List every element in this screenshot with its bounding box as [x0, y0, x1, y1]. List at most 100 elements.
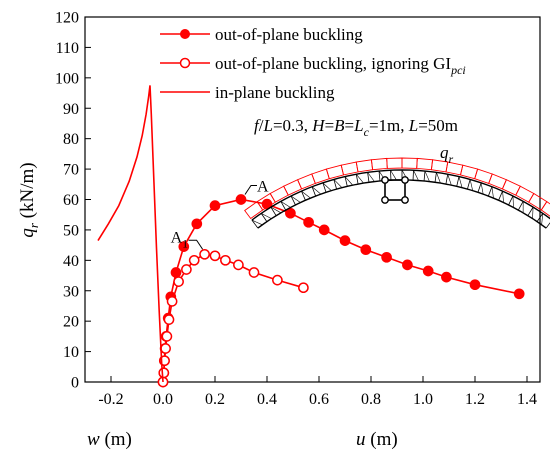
legend-entry-out-of-plane: out-of-plane buckling: [160, 25, 363, 44]
series-line: [162, 198, 520, 383]
data-point: [161, 331, 173, 342]
data-point: [339, 235, 351, 246]
arch-vertical: [280, 201, 287, 211]
arch-vertical: [456, 176, 460, 187]
series-line: [97, 85, 164, 383]
x-tick-label: -0.2: [98, 391, 123, 408]
annotation-a: A: [257, 179, 269, 196]
y-tick-label: 80: [63, 131, 79, 148]
arch-diagonal: [447, 174, 452, 186]
arch-diagonal: [280, 201, 291, 208]
x-tick-label: 0.4: [257, 391, 277, 408]
arch-diagonal: [413, 170, 419, 181]
data-point: [248, 267, 260, 278]
data-point: [272, 274, 283, 286]
arch-vertical: [477, 182, 482, 193]
data-point: [220, 254, 231, 266]
load-block: [244, 200, 264, 220]
series-2: [97, 85, 164, 383]
data-point: [318, 224, 330, 236]
arch-vertical: [517, 201, 524, 211]
y-tick-label: 90: [63, 101, 79, 118]
arch-vertical: [301, 190, 306, 201]
arch-diagonal: [390, 170, 397, 181]
data-point: [298, 282, 309, 294]
arch-vertical: [434, 172, 437, 183]
data-point: [209, 200, 221, 211]
load-block: [528, 192, 548, 211]
arch-vertical: [355, 174, 359, 185]
x-tick-label: 0.8: [361, 391, 381, 408]
arch-diagonal: [251, 219, 263, 226]
arch-diagonal: [301, 190, 311, 199]
data-point: [402, 259, 413, 271]
arch-inset-diagram: qr: [244, 143, 550, 229]
arch-diagonal: [322, 182, 332, 191]
data-point: [441, 271, 452, 283]
arch-diagonal: [424, 170, 430, 182]
arch-vertical: [260, 213, 268, 222]
arch-outer-chord: [251, 169, 550, 221]
y-axis-title: qr (kN/m): [17, 162, 41, 237]
data-point: [191, 218, 203, 230]
arch-vertical: [423, 171, 426, 182]
x-tick-label: 1.0: [413, 391, 433, 408]
inset-load-label: qr: [440, 143, 454, 166]
arch-vertical: [508, 195, 514, 206]
load-block: [401, 157, 418, 169]
arch-diagonal: [333, 179, 343, 188]
arch-diagonal: [458, 176, 463, 188]
x-tick-label: 0.0: [153, 391, 173, 408]
load-block: [269, 185, 289, 203]
data-point: [233, 259, 244, 271]
arch-diagonal: [532, 207, 534, 219]
arch-vertical: [290, 195, 296, 206]
annotation-a1-leader: [188, 239, 204, 250]
arch-diagonal: [541, 213, 544, 225]
data-point: [285, 207, 296, 219]
data-point: [513, 288, 525, 300]
load-block: [325, 164, 345, 180]
cross-section-icon: [381, 176, 409, 204]
data-point: [160, 343, 171, 354]
arch-vertical: [467, 179, 471, 190]
arch-vertical: [367, 172, 370, 183]
annotation-layer: A A1: [171, 179, 269, 251]
arch-vertical: [270, 206, 277, 216]
load-block: [416, 157, 434, 171]
arch-diagonal: [261, 213, 272, 219]
legend-entry-in-plane: in-plane buckling: [160, 83, 335, 102]
y-tick-label: 70: [63, 162, 79, 179]
data-point: [381, 251, 392, 263]
y-tick-label: 20: [63, 314, 79, 331]
load-block: [340, 161, 359, 176]
legend-label-ignoring-gi: out-of-plane buckling, ignoring GIpci: [215, 54, 466, 77]
data-point: [303, 216, 314, 228]
data-point: [469, 279, 481, 291]
series-0: [157, 194, 525, 388]
arch-diagonal: [356, 174, 364, 184]
arch-vertical: [487, 186, 493, 197]
data-point: [163, 314, 175, 325]
arch-diagonal: [367, 172, 375, 182]
load-block: [370, 157, 388, 171]
data-point: [422, 265, 434, 277]
data-point: [209, 250, 221, 262]
arch-vertical: [527, 206, 534, 216]
data-point: [173, 276, 184, 287]
data-point: [166, 296, 178, 307]
x-axis-title-left: w (m): [87, 429, 132, 450]
data-point: [158, 367, 170, 379]
arch-diagonal: [344, 176, 353, 186]
arch-vertical: [498, 190, 503, 201]
annotation-a-leader: [244, 185, 257, 195]
arch-diagonal: [290, 195, 301, 203]
arch-vertical: [536, 213, 544, 222]
parameter-note: f/L=0.3, H=B=Lc=1m, L=50m: [254, 116, 458, 139]
arch-vertical: [251, 219, 259, 229]
legend: out-of-plane buckling out-of-plane buckl…: [160, 25, 466, 102]
arch-diagonal: [480, 182, 484, 195]
load-block: [515, 185, 535, 203]
arch-diagonal: [311, 186, 322, 195]
